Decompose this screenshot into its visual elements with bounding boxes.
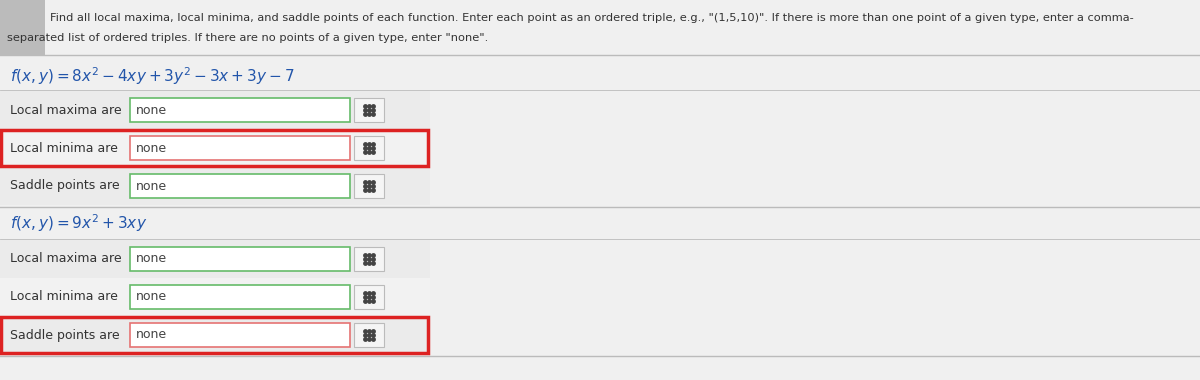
Text: $f(x, y) = 8x^2 - 4xy + 3y^2 - 3x + 3y - 7$: $f(x, y) = 8x^2 - 4xy + 3y^2 - 3x + 3y -… (10, 65, 294, 87)
Text: Find all local maxima, local minima, and saddle points of each function. Enter e: Find all local maxima, local minima, and… (50, 13, 1134, 23)
Text: Local minima are: Local minima are (10, 290, 118, 304)
Bar (0, 240, 430, 278)
Text: none: none (136, 179, 167, 193)
Bar (0, 278, 430, 316)
Bar (130, 285, 350, 309)
Bar (130, 247, 350, 271)
Bar (0, 91, 430, 129)
Text: Local maxima are: Local maxima are (10, 252, 121, 266)
Bar (130, 323, 350, 347)
Text: none: none (136, 103, 167, 117)
Bar (354, 323, 384, 347)
Bar (0, 0, 46, 55)
Bar (1, 130, 428, 166)
Bar (0, 167, 430, 205)
Bar (0, 129, 430, 167)
Bar (354, 98, 384, 122)
Bar (130, 174, 350, 198)
Bar (0, 316, 430, 354)
Text: none: none (136, 290, 167, 304)
Bar (354, 136, 384, 160)
Bar (354, 174, 384, 198)
Bar (130, 98, 350, 122)
Text: none: none (136, 141, 167, 155)
Text: Saddle points are: Saddle points are (10, 179, 120, 193)
Text: Saddle points are: Saddle points are (10, 328, 120, 342)
Bar (354, 247, 384, 271)
Bar (354, 285, 384, 309)
Text: Local maxima are: Local maxima are (10, 103, 121, 117)
Text: Local minima are: Local minima are (10, 141, 118, 155)
Bar (130, 136, 350, 160)
Text: none: none (136, 328, 167, 342)
Text: none: none (136, 252, 167, 266)
Text: $f(x, y) = 9x^2 + 3xy$: $f(x, y) = 9x^2 + 3xy$ (10, 212, 148, 234)
Text: separated list of ordered triples. If there are no points of a given type, enter: separated list of ordered triples. If th… (7, 33, 488, 43)
Bar (1, 317, 428, 353)
